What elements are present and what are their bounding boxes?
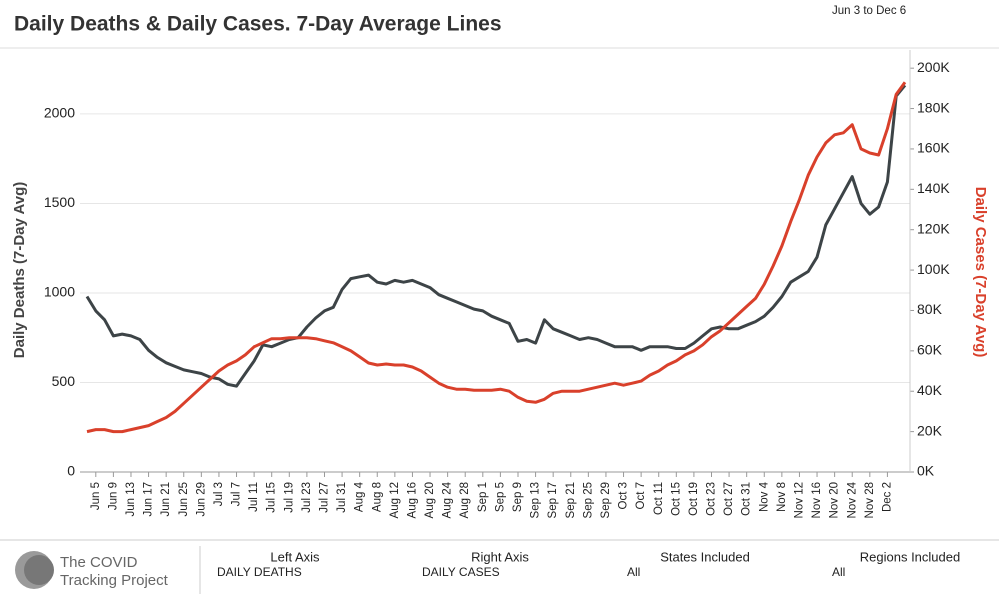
x-tick-label: Aug 16	[406, 482, 418, 518]
x-tick-label: Sep 21	[565, 482, 577, 518]
footer-value: DAILY CASES	[422, 565, 500, 579]
x-tick-label: Nov 28	[864, 482, 876, 518]
y2-tick-label: 60K	[917, 342, 943, 358]
title: Daily Deaths & Daily Cases. 7-Day Averag…	[14, 13, 502, 36]
x-tick-label: Nov 16	[811, 482, 823, 518]
x-tick-label: Jul 11	[248, 482, 260, 512]
chart: 0 500 1000 1500 2000 0K 20K 40K 60K 80K 100K 120K 14…	[11, 50, 989, 518]
x-tick-label: Jul 15	[266, 482, 278, 513]
x-tick-label: Jul 19	[283, 482, 295, 513]
series-line	[85, 84, 907, 388]
y2-tick-label: 20K	[917, 422, 943, 438]
footer-value: DAILY DEATHS	[217, 565, 302, 579]
footer-label: Left Axis	[270, 549, 320, 564]
x-tick-label: Oct 23	[706, 482, 718, 516]
x-tick-label: Oct 31	[741, 482, 753, 516]
y2-tick-label: 200K	[917, 59, 950, 75]
x-tick-label: Dec 2	[881, 482, 893, 512]
y-tick-label: 2000	[44, 105, 75, 121]
x-tick-label: Aug 8	[371, 482, 383, 512]
x-tick-label: Sep 1	[477, 482, 489, 512]
logo-core	[24, 555, 54, 585]
footer-label: Right Axis	[471, 549, 529, 564]
x-tick-label: Nov 24	[846, 481, 858, 518]
y2-tick-label: 0K	[917, 463, 935, 479]
x-tick-label: Oct 19	[688, 482, 700, 516]
x-tick-label: Jun 5	[90, 482, 102, 510]
x-tick-label: Jun 13	[125, 482, 137, 517]
logo-text: The COVID	[60, 554, 138, 571]
series-line	[86, 81, 907, 434]
x-tick-label: Jul 27	[319, 482, 331, 513]
y-tick-label: 1000	[44, 284, 75, 300]
x-tick-label: Jul 31	[336, 482, 348, 513]
footer-label: Regions Included	[860, 549, 960, 564]
y2-tick-label: 100K	[917, 261, 950, 277]
y2-tick-label: 180K	[917, 99, 950, 115]
x-tick-label: Jul 23	[301, 482, 313, 513]
date-range: Jun 3 to Dec 6	[832, 5, 906, 17]
y-axis-label: Daily Deaths (7-Day Avg)	[11, 182, 28, 358]
y2-axis-label: Daily Cases (7-Day Avg)	[972, 187, 989, 358]
x-tick-label: Sep 29	[600, 482, 612, 518]
x-tick-label: Aug 4	[354, 481, 366, 512]
x-tick-label: Oct 11	[653, 482, 665, 515]
y2-tick-label: 120K	[917, 220, 950, 236]
x-tick-label: Oct 27	[723, 482, 735, 516]
y2-tick-label: 160K	[917, 140, 950, 156]
x-tick-label: Jul 3	[213, 482, 225, 506]
logo-text: Tracking Project	[60, 572, 169, 589]
x-tick-label: Sep 13	[530, 482, 542, 518]
x-tick-label: Jul 7	[231, 482, 243, 506]
footer-value: All	[832, 565, 845, 579]
y2-tick-label: 80K	[917, 301, 943, 317]
x-tick-label: Jun 21	[160, 482, 172, 517]
x-tick-label: Aug 24	[442, 481, 454, 518]
x-tick-label: Aug 28	[459, 482, 471, 518]
x-tick-label: Nov 12	[793, 482, 805, 518]
x-tick-label: Sep 5	[494, 482, 506, 512]
x-tick-label: Oct 3	[618, 482, 630, 509]
footer-value: All	[627, 565, 640, 579]
x-tick-label: Jun 25	[178, 482, 190, 517]
y2-tick-label: 140K	[917, 180, 950, 196]
x-tick-label: Jun 17	[143, 482, 155, 517]
y-tick-label: 1500	[44, 194, 75, 210]
y2-tick-label: 40K	[917, 382, 943, 398]
x-tick-label: Sep 25	[582, 482, 594, 518]
x-tick-label: Sep 9	[512, 482, 524, 512]
x-tick-label: Nov 20	[829, 482, 841, 518]
x-tick-label: Jun 9	[107, 482, 119, 510]
footer-label: States Included	[660, 549, 750, 564]
x-tick-label: Oct 15	[670, 482, 682, 516]
x-tick-label: Sep 17	[547, 482, 559, 518]
y-tick-label: 500	[52, 373, 76, 389]
x-tick-label: Aug 20	[424, 482, 436, 518]
y-tick-label: 0	[67, 463, 75, 479]
x-tick-label: Nov 8	[776, 482, 788, 512]
x-tick-label: Oct 7	[635, 482, 647, 509]
x-tick-label: Jun 29	[195, 482, 207, 517]
x-tick-label: Nov 4	[758, 481, 770, 512]
x-tick-label: Aug 12	[389, 482, 401, 518]
